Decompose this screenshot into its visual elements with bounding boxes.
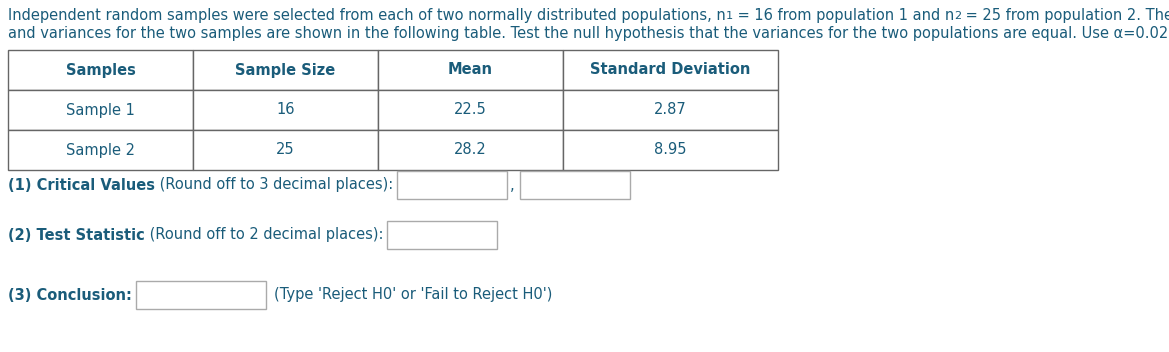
Text: ,: , — [510, 177, 514, 193]
Text: Sample 2: Sample 2 — [65, 143, 134, 157]
Text: (2) Test Statistic: (2) Test Statistic — [8, 227, 145, 243]
Text: 25: 25 — [276, 143, 295, 157]
Text: = 16 from population 1 and n: = 16 from population 1 and n — [733, 8, 954, 23]
Text: Samples: Samples — [65, 63, 136, 77]
Bar — [563, 50, 779, 90]
Bar — [387, 221, 497, 249]
Bar — [563, 90, 779, 130]
Text: 28.2: 28.2 — [454, 143, 486, 157]
Text: 8.95: 8.95 — [655, 143, 686, 157]
Text: (Type 'Reject H0' or 'Fail to Reject H0'): (Type 'Reject H0' or 'Fail to Reject H0'… — [274, 288, 552, 302]
Text: (3) Conclusion:: (3) Conclusion: — [8, 288, 132, 302]
Text: Independent random samples were selected from each of two normally distributed p: Independent random samples were selected… — [8, 8, 726, 23]
Text: Standard Deviation: Standard Deviation — [590, 63, 750, 77]
Bar — [378, 50, 563, 90]
Text: (1) Critical Values: (1) Critical Values — [8, 177, 155, 193]
Text: Mean: Mean — [448, 63, 493, 77]
Bar — [193, 50, 378, 90]
Bar — [378, 90, 563, 130]
Text: 22.5: 22.5 — [454, 102, 486, 118]
Text: 2.87: 2.87 — [655, 102, 687, 118]
Bar — [563, 130, 779, 170]
Bar — [520, 171, 630, 199]
Bar — [193, 90, 378, 130]
Text: Sample 1: Sample 1 — [67, 102, 134, 118]
Bar — [8, 90, 193, 130]
Text: Sample Size: Sample Size — [235, 63, 336, 77]
Bar — [8, 130, 193, 170]
Text: 1: 1 — [726, 11, 733, 21]
Text: (Round off to 2 decimal places):: (Round off to 2 decimal places): — [145, 227, 383, 243]
Text: and variances for the two samples are shown in the following table. Test the nul: and variances for the two samples are sh… — [8, 26, 1169, 41]
Text: = 25 from population 2. The means: = 25 from population 2. The means — [961, 8, 1169, 23]
Bar — [378, 130, 563, 170]
Bar — [193, 130, 378, 170]
Bar — [136, 281, 265, 309]
Text: 16: 16 — [276, 102, 295, 118]
Text: 2: 2 — [954, 11, 961, 21]
Bar — [8, 50, 193, 90]
Bar — [397, 171, 507, 199]
Text: (Round off to 3 decimal places):: (Round off to 3 decimal places): — [155, 177, 393, 193]
